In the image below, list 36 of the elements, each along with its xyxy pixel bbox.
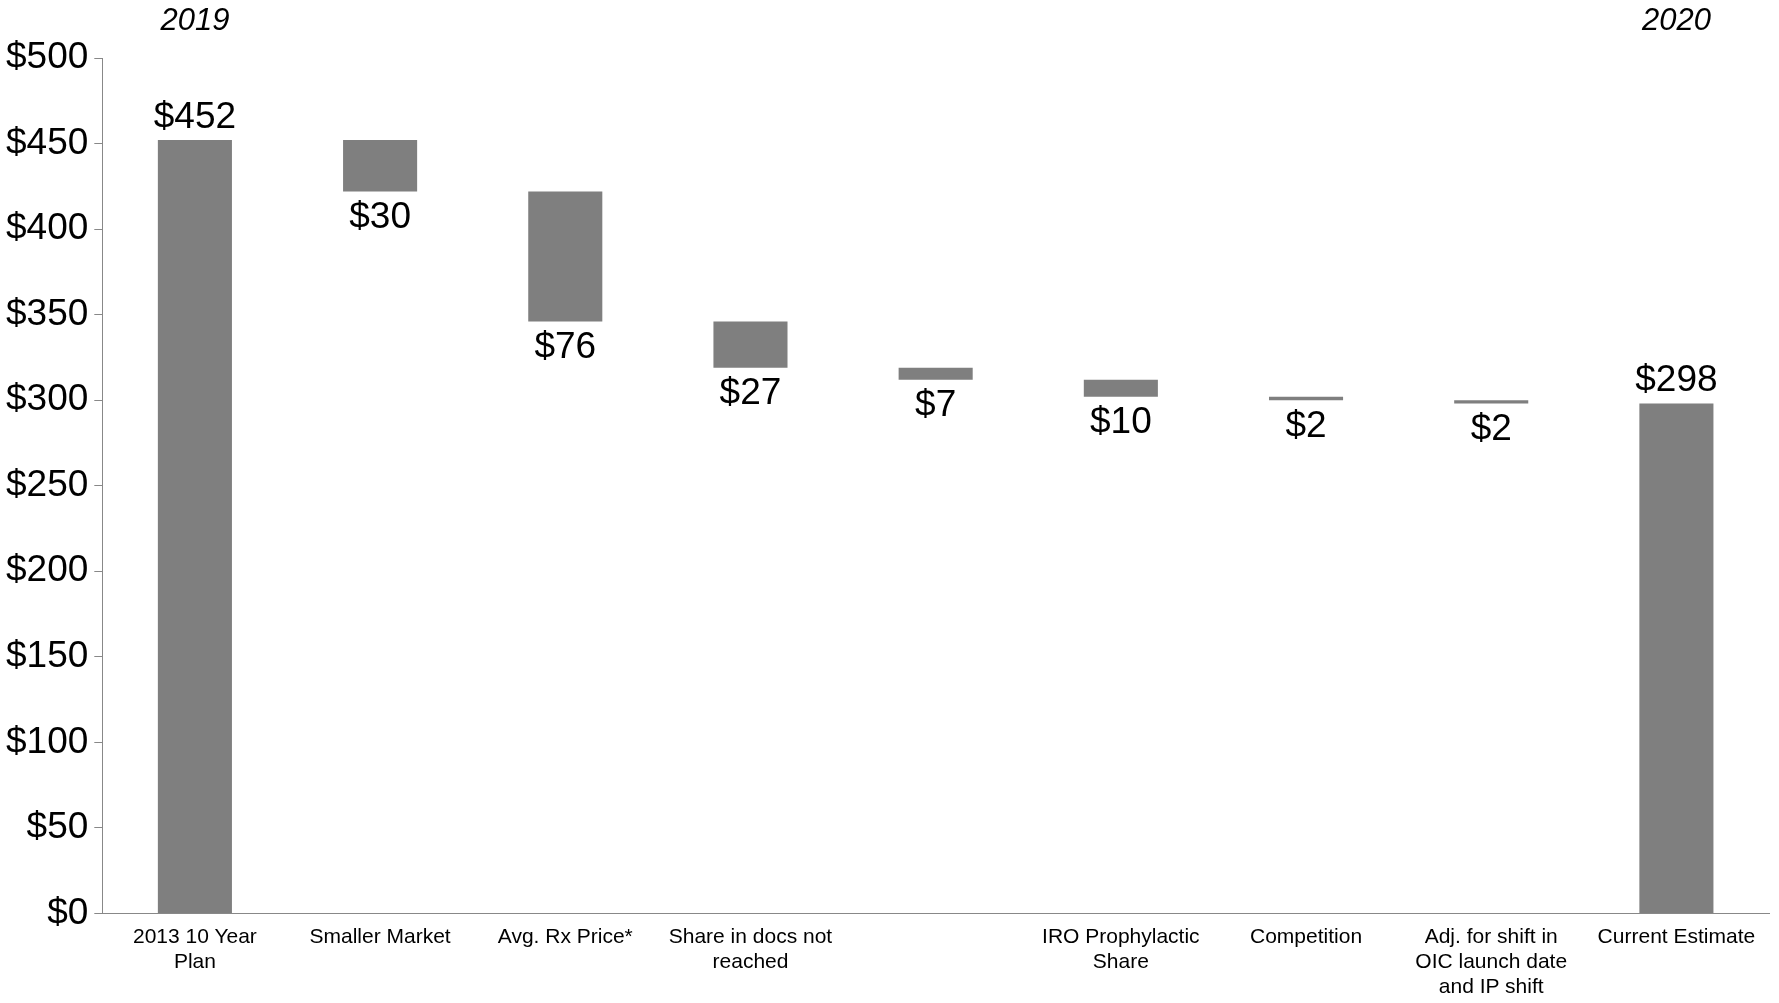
- y-tick-label: $250: [6, 462, 89, 504]
- bar: [1454, 400, 1529, 404]
- x-tick-label: Competition: [1250, 923, 1363, 947]
- data-label: $30: [349, 195, 411, 237]
- bar: [713, 321, 788, 368]
- data-label: $76: [534, 325, 597, 367]
- x-tick-label: Adj. for shift in OIC launch date and IP shift: [1415, 923, 1568, 998]
- bar: [343, 140, 418, 192]
- x-tick-label: Avg. Rx Price*: [497, 923, 633, 947]
- y-tick-label: $50: [26, 805, 89, 847]
- data-label: $7: [915, 383, 957, 425]
- y-tick-label: $400: [6, 206, 89, 248]
- y-tick-label: $450: [6, 120, 89, 162]
- y-tick-label: $300: [6, 377, 89, 419]
- y-tick-label: $500: [6, 35, 89, 77]
- data-label: $298: [1635, 358, 1718, 400]
- x-tick-label: Share in docs not reached: [668, 923, 833, 972]
- text: 2020: [1640, 2, 1711, 38]
- x-tick-label: 2013 10 Year Plan: [133, 923, 257, 972]
- x-tick-label: IRO Prophylactic Share: [1042, 923, 1200, 972]
- data-label: $452: [153, 94, 237, 136]
- y-tick-label: $200: [6, 548, 89, 590]
- data-label: $2: [1285, 403, 1327, 445]
- y-tick-label: $150: [6, 633, 89, 675]
- data-label: $10: [1089, 400, 1152, 442]
- text: 2019: [159, 2, 230, 38]
- x-tick-label: Current Estimate: [1597, 923, 1756, 947]
- y-tick-label: $0: [47, 890, 89, 932]
- bar: [528, 191, 603, 322]
- data-label: $27: [719, 371, 782, 413]
- x-tick-label: Smaller Market: [309, 923, 451, 947]
- bar: [898, 367, 973, 380]
- bar: [1083, 379, 1158, 397]
- y-tick-label: $100: [6, 719, 89, 761]
- y-tick-label: $350: [6, 291, 89, 333]
- data-label: $2: [1470, 407, 1512, 449]
